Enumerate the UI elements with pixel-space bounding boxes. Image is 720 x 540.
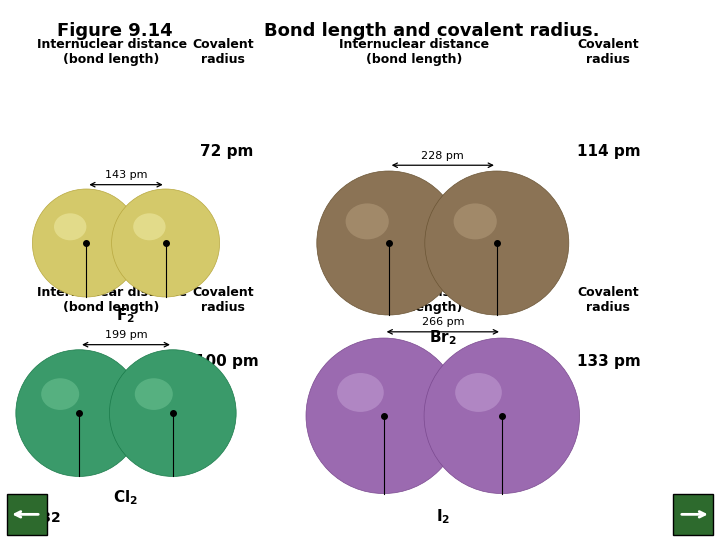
Ellipse shape	[32, 189, 140, 297]
Text: Covalent
radius: Covalent radius	[192, 38, 254, 66]
Text: 133 pm: 133 pm	[577, 354, 640, 369]
Text: 199 pm: 199 pm	[104, 330, 148, 340]
FancyBboxPatch shape	[673, 494, 713, 535]
Text: 143 pm: 143 pm	[104, 170, 148, 180]
Ellipse shape	[54, 213, 86, 240]
Text: $\mathbf{F_2}$: $\mathbf{F_2}$	[117, 307, 135, 326]
Ellipse shape	[41, 378, 79, 410]
Text: Internuclear distance
(bond length): Internuclear distance (bond length)	[339, 38, 489, 66]
FancyBboxPatch shape	[7, 494, 47, 535]
Ellipse shape	[455, 373, 502, 412]
Text: 100 pm: 100 pm	[195, 354, 258, 369]
Ellipse shape	[425, 171, 569, 315]
Text: 9-32: 9-32	[26, 511, 60, 525]
Ellipse shape	[306, 338, 462, 494]
Ellipse shape	[16, 350, 143, 476]
Ellipse shape	[346, 204, 389, 239]
Text: Figure 9.14: Figure 9.14	[58, 22, 173, 39]
Ellipse shape	[109, 350, 236, 476]
Text: Internuclear distance
(bond length): Internuclear distance (bond length)	[37, 286, 186, 314]
Text: Internuclear distance
(bond length): Internuclear distance (bond length)	[339, 286, 489, 314]
Text: $\mathbf{Br_2}$: $\mathbf{Br_2}$	[429, 328, 456, 347]
Text: $\mathbf{I_2}$: $\mathbf{I_2}$	[436, 508, 450, 526]
Text: Covalent
radius: Covalent radius	[577, 38, 639, 66]
Text: Bond length and covalent radius.: Bond length and covalent radius.	[264, 22, 600, 39]
Text: 72 pm: 72 pm	[200, 144, 253, 159]
Ellipse shape	[424, 338, 580, 494]
Ellipse shape	[337, 373, 384, 412]
Text: Internuclear distance
(bond length): Internuclear distance (bond length)	[37, 38, 186, 66]
Ellipse shape	[112, 189, 220, 297]
Ellipse shape	[135, 378, 173, 410]
Text: 114 pm: 114 pm	[577, 144, 640, 159]
Text: Covalent
radius: Covalent radius	[577, 286, 639, 314]
Ellipse shape	[454, 204, 497, 239]
Text: 228 pm: 228 pm	[421, 151, 464, 161]
Ellipse shape	[133, 213, 166, 240]
Text: 266 pm: 266 pm	[421, 318, 464, 327]
Ellipse shape	[317, 171, 461, 315]
Text: $\mathbf{Cl_2}$: $\mathbf{Cl_2}$	[114, 488, 138, 507]
Text: Covalent
radius: Covalent radius	[192, 286, 254, 314]
